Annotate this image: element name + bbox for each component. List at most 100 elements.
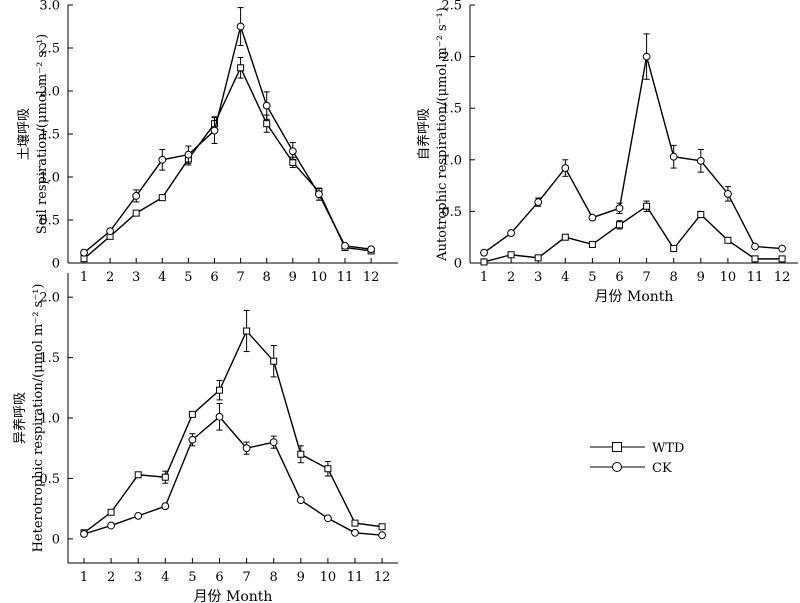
auto-x-tick-label: 6: [615, 270, 623, 285]
auto-ck-point: [561, 164, 570, 172]
auto-ck-point: [669, 152, 678, 161]
auto-ck-point: [778, 244, 786, 253]
auto-ck-point: [588, 213, 597, 222]
auto-ck-point: [507, 229, 516, 237]
hetero-x-tick-label: 5: [188, 570, 196, 585]
hetero-wtd-point: [270, 357, 278, 365]
legend-wtd-square-marker: [612, 442, 622, 452]
soil-y-axis-title: 土壤呼吸 Soil respiration/(μmol m⁻² s⁻¹): [16, 34, 50, 234]
soil-wtd-point: [158, 194, 166, 202]
hetero-wtd-point: [161, 473, 169, 481]
auto-ck-point: [696, 156, 705, 165]
hetero-ck-point: [107, 521, 115, 530]
auto-x-tick-label: 10: [720, 270, 737, 285]
hetero-x-tick-label: 1: [80, 570, 88, 585]
soil-ck-point: [80, 248, 88, 257]
auto-wtd-point: [643, 202, 651, 210]
hetero-ck-point: [188, 435, 197, 444]
hetero-y-axis-title-cn: 异养呼吸: [12, 392, 28, 444]
soil-ck-point: [341, 241, 349, 250]
hetero-y-axis-title: 异养呼吸 Heterotrophic respiration/(μmol m⁻² …: [12, 284, 46, 553]
soil-ck-point: [262, 101, 271, 110]
soil-y-tick-label: 0: [52, 257, 60, 272]
hetero-y-tick-label: 0.5: [39, 472, 60, 487]
auto-x-tick-label: 5: [588, 270, 596, 285]
soil-wtd-point: [132, 209, 140, 217]
hetero-y-tick-label: 1.5: [39, 351, 60, 366]
auto-y-tick-label: 0.5: [441, 205, 462, 220]
auto-wtd-point: [616, 221, 623, 229]
hetero-wtd-line: [83, 329, 383, 534]
hetero-wtd-point: [216, 386, 223, 394]
soil-ck-point: [236, 22, 245, 31]
hetero-x-tick-label: 9: [297, 570, 305, 585]
soil-y-tick-label: 2.0: [39, 85, 60, 100]
soil-ck-line: [83, 23, 372, 254]
hetero-ck-point: [80, 530, 88, 538]
auto-x-tick-label: 4: [561, 270, 569, 285]
hetero-x-tick-label: 8: [270, 570, 278, 585]
legend-ck-label: CK: [652, 461, 672, 476]
soil-wtd-line: [83, 66, 372, 260]
auto-ck-point: [724, 189, 732, 198]
hetero-ck-point: [161, 502, 170, 511]
auto-wtd-point: [480, 258, 488, 266]
hetero-x-tick-label: 4: [161, 570, 169, 585]
auto-ck-point: [751, 242, 759, 251]
hetero-wtd-point: [243, 327, 251, 335]
auto-x-tick-label: 9: [697, 270, 705, 285]
auto-wtd-point: [724, 236, 732, 244]
soil-wtd-point: [80, 255, 88, 263]
auto-y-tick-label: 1.0: [441, 153, 462, 168]
auto-x-tick-label: 1: [480, 270, 488, 285]
soil-y-axis-title-en: Soil respiration/(μmol m⁻² s⁻¹): [35, 34, 50, 234]
hetero-series-wtd: [80, 309, 386, 537]
auto-y-tick-label: 2.5: [441, 0, 462, 14]
soil-y-tick-label: 0.5: [39, 214, 60, 229]
auto-y-tick-label: 0: [454, 257, 462, 272]
auto-y-tick-label: 1.5: [441, 102, 462, 117]
auto-ck-point: [615, 204, 624, 213]
hetero-ck-point: [324, 514, 332, 523]
hetero-y-tick-label: 0: [52, 532, 60, 547]
auto-x-tick-label: 3: [534, 270, 542, 285]
hetero-ck-point: [351, 528, 359, 537]
soil-ck-point: [184, 150, 193, 159]
hetero-wtd-point: [378, 523, 386, 531]
hetero-series-ck: [80, 403, 387, 540]
auto-ck-line: [483, 56, 783, 254]
soil-ck-point: [158, 155, 167, 164]
soil-ck-point: [210, 126, 219, 135]
hetero-x-tick-label: 10: [320, 570, 337, 585]
hetero-ck-point: [134, 511, 143, 520]
auto-wtd-point: [561, 233, 569, 241]
auto-y-tick-label: 2.0: [441, 50, 462, 65]
soil-x-tick-label: 11: [337, 270, 354, 285]
hetero-ck-point: [269, 438, 278, 447]
soil-x-tick-label: 12: [363, 270, 380, 285]
hetero-ck-point: [215, 412, 224, 421]
soil-series-wtd: [80, 56, 375, 264]
hetero-wtd-point: [297, 450, 305, 458]
hetero-x-tick-label: 12: [374, 570, 391, 585]
soil-x-tick-label: 7: [236, 270, 244, 285]
soil-y-tick-label: 2.5: [39, 42, 60, 57]
auto-wtd-point: [588, 240, 596, 248]
soil-x-tick-label: 4: [158, 270, 166, 285]
auto-wtd-point: [534, 254, 542, 262]
auto-x-tick-label: 8: [670, 270, 678, 285]
soil-y-tick-label: 1.0: [39, 171, 60, 186]
hetero-x-axis-title: 月份 Month: [194, 589, 273, 603]
legend-wtd-label: WTD: [652, 441, 684, 456]
hetero-wtd-point: [107, 508, 115, 516]
auto-x-tick-label: 12: [774, 270, 791, 285]
auto-x-tick-label: 2: [507, 270, 515, 285]
hetero-x-tick-label: 7: [242, 570, 250, 585]
auto-x-tick-label: 11: [747, 270, 764, 285]
hetero-wtd-point: [324, 465, 332, 473]
soil-x-tick-label: 3: [132, 270, 140, 285]
hetero-ck-point: [296, 496, 305, 505]
